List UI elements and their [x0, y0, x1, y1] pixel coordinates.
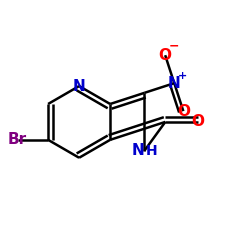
Text: Br: Br [8, 132, 27, 147]
Text: N: N [132, 144, 144, 158]
Text: H: H [146, 144, 157, 158]
Text: O: O [159, 48, 172, 63]
Text: −: − [168, 40, 179, 53]
Text: N: N [73, 78, 86, 94]
Text: +: + [178, 71, 187, 81]
Text: O: O [191, 114, 204, 130]
Text: O: O [177, 104, 190, 118]
Text: N: N [168, 76, 181, 91]
